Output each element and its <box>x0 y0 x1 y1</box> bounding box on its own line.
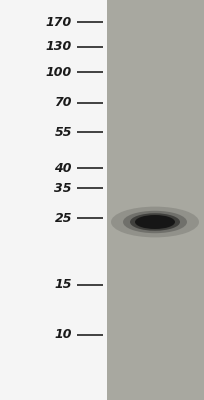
Text: 70: 70 <box>54 96 72 110</box>
Text: 25: 25 <box>54 212 72 224</box>
Text: 35: 35 <box>54 182 72 194</box>
Text: 170: 170 <box>46 16 72 28</box>
Text: 40: 40 <box>54 162 72 174</box>
Ellipse shape <box>111 206 199 238</box>
Text: 100: 100 <box>46 66 72 78</box>
Bar <box>0 0 107 400</box>
Text: 15: 15 <box>54 278 72 292</box>
Text: 55: 55 <box>54 126 72 138</box>
Text: 130: 130 <box>46 40 72 54</box>
Ellipse shape <box>135 215 175 229</box>
Bar <box>107 0 204 400</box>
Ellipse shape <box>130 213 180 231</box>
Text: 10: 10 <box>54 328 72 342</box>
Ellipse shape <box>123 211 187 233</box>
